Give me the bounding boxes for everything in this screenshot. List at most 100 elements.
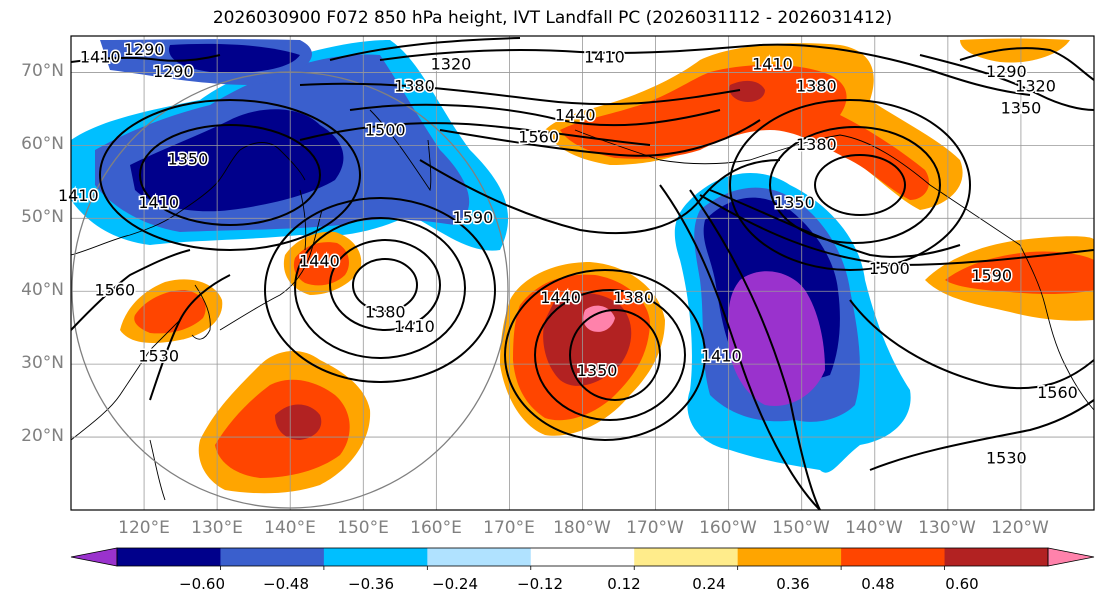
contour-1560-north bbox=[439, 119, 761, 157]
lon-label-120w: 120°W bbox=[991, 518, 1049, 538]
range-ring bbox=[71, 71, 509, 509]
contour-1590-east bbox=[699, 194, 1094, 267]
contour-1500-east bbox=[709, 189, 961, 258]
lon-label-130e: 130°E bbox=[191, 518, 243, 538]
contour-label: 1410 bbox=[584, 47, 625, 66]
lon-label-160e: 160°E bbox=[410, 518, 462, 538]
coastline-philippines bbox=[149, 439, 166, 501]
colorbar-tick-label: −0.48 bbox=[263, 575, 309, 593]
contour-label: 1590 bbox=[971, 266, 1012, 285]
contour-low-okhotsk-1 bbox=[139, 124, 321, 226]
contour-labels: 1320 1410 14101380129013201350129012901410… bbox=[56, 39, 1079, 469]
colorbar-segment bbox=[530, 548, 635, 566]
contour-1560-se bbox=[849, 299, 1094, 390]
colorbar-segment bbox=[737, 548, 842, 566]
lon-label-140w: 140°W bbox=[845, 518, 903, 538]
colorbar-extend-high bbox=[1047, 547, 1095, 567]
colorbar-tick-label: −0.12 bbox=[517, 575, 563, 593]
colorbar-segment bbox=[634, 548, 739, 566]
figure-title: 2026030900 F072 850 hPa height, IVT Land… bbox=[212, 8, 893, 28]
contour-label: 1440 bbox=[555, 106, 596, 125]
contour-label: 1530 bbox=[138, 346, 179, 365]
contour-label: 1440 bbox=[540, 288, 581, 307]
lon-label-170e: 170°E bbox=[483, 518, 535, 538]
contour-label: 1380 bbox=[613, 288, 654, 307]
contour-label: 1380 bbox=[796, 77, 837, 96]
colorbar-segment bbox=[323, 548, 428, 566]
contour-label: 1320 bbox=[1015, 77, 1056, 96]
coastline-asia bbox=[71, 142, 306, 256]
lat-label-60n: 60°N bbox=[21, 134, 64, 154]
contour-low-nwpac-2 bbox=[329, 239, 441, 331]
contour-label: 1410 bbox=[752, 55, 793, 74]
contour-label: 1350 bbox=[1001, 98, 1042, 117]
lat-label-50n: 50°N bbox=[21, 207, 64, 227]
coastline-japan bbox=[219, 209, 323, 331]
contour-1590-north bbox=[419, 159, 781, 235]
lat-label-30n: 30°N bbox=[21, 353, 64, 373]
colorbar bbox=[70, 547, 1095, 570]
contour-label: 1380 bbox=[796, 135, 837, 154]
map-frame bbox=[70, 35, 1095, 511]
coastline-china bbox=[71, 319, 181, 441]
contour-1290-ne bbox=[959, 47, 1094, 81]
contour-label: 1380 bbox=[365, 303, 406, 322]
contour-low-goa-3 bbox=[729, 99, 971, 271]
contour-label: 1440 bbox=[299, 252, 340, 271]
colorbar-tick-label: −0.24 bbox=[432, 575, 478, 593]
contour-label: 1560 bbox=[94, 281, 135, 300]
contour-label: 1410 bbox=[394, 317, 435, 336]
colorbar-segment bbox=[427, 548, 532, 566]
lon-label-120e: 120°E bbox=[118, 518, 170, 538]
height-contours bbox=[71, 37, 1094, 510]
contour-label: 1590 bbox=[453, 208, 494, 227]
contour-1500-north bbox=[299, 122, 651, 146]
colorbar-tick-label: 0.12 bbox=[607, 575, 641, 593]
colorbar-segment bbox=[117, 548, 221, 566]
shade-japan-positive bbox=[283, 231, 362, 295]
colorbar-extend-low bbox=[70, 547, 118, 567]
coastlines bbox=[71, 109, 1094, 501]
contour-low-cpac-1 bbox=[569, 309, 661, 401]
contour-label: 1560 bbox=[518, 128, 559, 147]
contour-1290-nw bbox=[71, 54, 221, 63]
contour-1530-se bbox=[869, 399, 1094, 471]
lon-label-130w: 130°W bbox=[918, 518, 976, 538]
contour-1440-north bbox=[349, 103, 721, 127]
contour-low-goa-1 bbox=[814, 154, 906, 216]
contour-label: 1500 bbox=[869, 259, 910, 278]
contour-label: 1500 bbox=[365, 120, 406, 139]
contour-1530-east bbox=[689, 189, 821, 510]
map-panel: 1320 1410 14101380129013201350129012901410… bbox=[56, 35, 1095, 511]
colorbar-tick-label: 0.60 bbox=[945, 575, 979, 593]
coastline-kamchatka bbox=[369, 109, 432, 192]
lon-label-180w: 180°W bbox=[553, 518, 611, 538]
colorbar-segment bbox=[220, 548, 325, 566]
contour-1410-north bbox=[379, 43, 1031, 96]
contour-1320-north bbox=[329, 37, 521, 61]
shade-bering-alaska-positive bbox=[545, 38, 1070, 210]
contour-1560-east bbox=[659, 184, 821, 510]
contour-label: 1410 bbox=[80, 47, 121, 66]
contour-1380-north bbox=[299, 82, 741, 106]
contour-low-okhotsk-2 bbox=[99, 99, 361, 251]
ivt-shading-layer bbox=[71, 38, 1094, 494]
lon-label-150w: 150°W bbox=[772, 518, 830, 538]
coastline-korea bbox=[191, 284, 211, 340]
contour-label: 1350 bbox=[168, 149, 209, 168]
contour-label: 1350 bbox=[774, 193, 815, 212]
colorbar-segment bbox=[944, 548, 1049, 566]
contour-low-nwpac-4 bbox=[264, 197, 496, 383]
lon-label-150e: 150°E bbox=[337, 518, 389, 538]
lat-label-20n: 20°N bbox=[21, 426, 64, 446]
contour-label: 1410 bbox=[701, 346, 742, 365]
contour-1350-ne bbox=[919, 54, 1094, 111]
colorbar-segment bbox=[841, 548, 946, 566]
contour-label: 1290 bbox=[986, 62, 1027, 81]
contour-low-cpac-3 bbox=[504, 269, 706, 441]
coastline-westcoast bbox=[1019, 244, 1094, 411]
contour-label: 1560 bbox=[1037, 383, 1078, 402]
colorbar-tick-label: −0.60 bbox=[179, 575, 225, 593]
shade-northcentral-pacific-negative bbox=[674, 173, 911, 473]
colorbar-tick-label: 0.48 bbox=[861, 575, 895, 593]
